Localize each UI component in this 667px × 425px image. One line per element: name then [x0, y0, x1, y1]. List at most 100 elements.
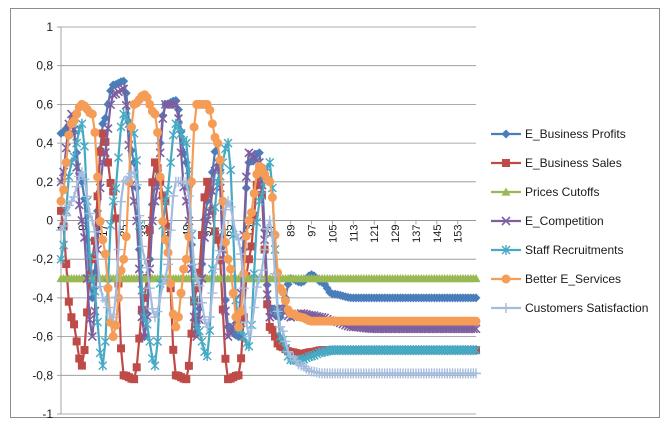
data-point — [285, 350, 296, 361]
data-point — [471, 316, 481, 326]
data-point — [85, 250, 95, 261]
data-point — [56, 196, 66, 206]
data-point — [184, 361, 193, 370]
data-point — [256, 265, 267, 276]
data-point — [205, 105, 215, 115]
data-point — [200, 193, 209, 202]
data-point — [100, 295, 111, 306]
data-point — [87, 332, 97, 342]
data-point — [62, 260, 71, 269]
data-point — [202, 350, 212, 361]
data-point — [217, 225, 228, 236]
data-point — [106, 220, 116, 231]
data-point — [296, 360, 307, 371]
data-point — [471, 274, 481, 283]
data-point — [471, 368, 481, 379]
data-point — [169, 345, 178, 354]
data-point — [147, 303, 158, 314]
data-point — [89, 226, 100, 237]
data-point — [98, 157, 108, 168]
data-point — [149, 312, 160, 323]
data-point — [83, 308, 92, 317]
data-point — [102, 302, 113, 313]
data-point — [220, 204, 231, 215]
data-point — [121, 100, 131, 110]
data-point — [168, 99, 178, 109]
data-point — [98, 360, 108, 371]
legend-label: Staff Recruitments — [525, 243, 623, 257]
data-point — [139, 254, 150, 265]
legend-entry: E_Business Sales — [491, 156, 622, 170]
legend-entry: Prices Cutoffs — [491, 185, 599, 199]
y-tick-label: -0,6 — [32, 330, 53, 344]
data-point — [100, 147, 110, 158]
y-tick-label: -0,8 — [32, 368, 53, 382]
data-point — [56, 254, 66, 265]
data-point — [236, 249, 247, 260]
data-point — [98, 129, 107, 138]
data-point — [135, 334, 144, 343]
data-point — [272, 306, 283, 317]
data-point — [106, 178, 115, 187]
data-point — [72, 109, 82, 119]
data-point — [158, 114, 168, 124]
data-point — [189, 122, 199, 132]
data-point — [153, 127, 163, 137]
series-customers-satisfaction — [56, 167, 481, 379]
legend-marker — [501, 245, 511, 255]
data-point — [168, 190, 179, 201]
data-point — [207, 288, 218, 299]
data-point — [57, 206, 65, 215]
y-tick-label: 1 — [46, 20, 53, 34]
data-point — [189, 259, 200, 270]
data-point — [119, 254, 129, 264]
y-tick-label: -1 — [42, 407, 53, 419]
data-point — [468, 324, 478, 334]
data-point — [233, 322, 243, 332]
data-point — [165, 225, 176, 236]
data-point — [69, 151, 79, 162]
data-point — [176, 148, 186, 158]
data-point — [259, 244, 270, 255]
data-point — [223, 138, 233, 149]
data-point — [111, 183, 121, 194]
data-point — [59, 240, 69, 251]
data-point — [140, 293, 149, 302]
data-point — [166, 278, 176, 288]
data-point — [117, 344, 126, 353]
data-point — [270, 268, 281, 279]
data-point — [106, 100, 116, 110]
data-point — [215, 155, 225, 165]
data-point — [280, 296, 290, 306]
line-chart: 10,80,60,40,20-0,2-0,4-0,6-0,8-119172533… — [32, 20, 648, 419]
data-point — [142, 93, 152, 103]
data-point — [251, 282, 262, 293]
data-point — [103, 283, 113, 293]
data-point — [85, 315, 95, 325]
data-point — [95, 347, 105, 358]
data-point — [265, 177, 275, 187]
data-point — [118, 176, 129, 187]
data-point — [241, 231, 251, 241]
legend-entry: Better E_Services — [491, 272, 621, 286]
data-point — [257, 190, 267, 201]
data-point — [144, 283, 155, 294]
x-tick-label: 89 — [286, 225, 298, 237]
data-point — [152, 306, 163, 317]
data-point — [199, 232, 210, 243]
legend-marker — [501, 129, 511, 139]
data-point — [189, 295, 199, 306]
data-point — [108, 196, 118, 207]
data-point — [210, 147, 220, 157]
x-tick-label: 145 — [432, 225, 444, 243]
data-point — [252, 169, 262, 179]
data-point — [199, 314, 210, 325]
series-layer — [56, 76, 481, 384]
data-point — [283, 346, 294, 357]
data-point — [69, 191, 80, 202]
data-point — [244, 255, 253, 264]
data-point — [116, 121, 126, 132]
chart-frame: 10,80,60,40,20-0,2-0,4-0,6-0,8-119172533… — [10, 8, 660, 419]
y-tick-label: -0,2 — [32, 252, 53, 266]
x-tick-label: 113 — [348, 225, 360, 243]
